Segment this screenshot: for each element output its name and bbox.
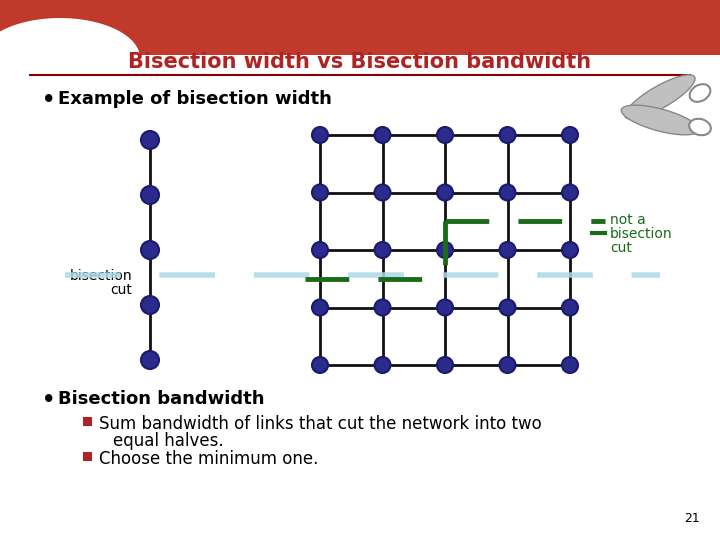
Text: Choose the minimum one.: Choose the minimum one. bbox=[99, 450, 318, 468]
Circle shape bbox=[141, 241, 159, 259]
Circle shape bbox=[500, 357, 516, 373]
Circle shape bbox=[562, 242, 578, 258]
Text: bisection: bisection bbox=[610, 227, 672, 241]
Bar bbox=[83, 417, 92, 426]
Circle shape bbox=[312, 127, 328, 143]
Text: Bisection width vs Bisection bandwidth: Bisection width vs Bisection bandwidth bbox=[128, 52, 592, 72]
Text: •: • bbox=[42, 90, 55, 110]
Text: not a: not a bbox=[610, 213, 646, 227]
Text: Sum bandwidth of links that cut the network into two: Sum bandwidth of links that cut the netw… bbox=[99, 415, 541, 433]
Text: cut: cut bbox=[610, 241, 632, 255]
Circle shape bbox=[374, 300, 390, 315]
Circle shape bbox=[437, 242, 453, 258]
Circle shape bbox=[500, 127, 516, 143]
Circle shape bbox=[312, 185, 328, 200]
Circle shape bbox=[500, 300, 516, 315]
Ellipse shape bbox=[690, 84, 711, 102]
Ellipse shape bbox=[0, 18, 140, 98]
Bar bbox=[0, 0, 720, 55]
Ellipse shape bbox=[621, 105, 698, 135]
Ellipse shape bbox=[689, 119, 711, 135]
Text: equal halves.: equal halves. bbox=[113, 432, 224, 450]
Circle shape bbox=[141, 131, 159, 149]
Circle shape bbox=[500, 185, 516, 200]
Circle shape bbox=[437, 127, 453, 143]
Text: Bisection bandwidth: Bisection bandwidth bbox=[58, 390, 264, 408]
Circle shape bbox=[437, 300, 453, 315]
Circle shape bbox=[562, 127, 578, 143]
Circle shape bbox=[562, 300, 578, 315]
Text: cut: cut bbox=[110, 283, 132, 297]
Circle shape bbox=[437, 185, 453, 200]
Circle shape bbox=[374, 242, 390, 258]
Circle shape bbox=[141, 296, 159, 314]
Circle shape bbox=[141, 186, 159, 204]
Circle shape bbox=[312, 357, 328, 373]
Bar bbox=[83, 452, 92, 461]
Text: •: • bbox=[42, 390, 55, 410]
Text: 21: 21 bbox=[684, 512, 700, 525]
Circle shape bbox=[312, 242, 328, 258]
Circle shape bbox=[562, 357, 578, 373]
Text: bisection: bisection bbox=[69, 269, 132, 283]
Circle shape bbox=[374, 357, 390, 373]
Circle shape bbox=[312, 300, 328, 315]
Text: Example of bisection width: Example of bisection width bbox=[58, 90, 332, 108]
Circle shape bbox=[374, 127, 390, 143]
Circle shape bbox=[374, 185, 390, 200]
Circle shape bbox=[562, 185, 578, 200]
Ellipse shape bbox=[625, 75, 695, 119]
Circle shape bbox=[500, 242, 516, 258]
Circle shape bbox=[141, 351, 159, 369]
Circle shape bbox=[437, 357, 453, 373]
